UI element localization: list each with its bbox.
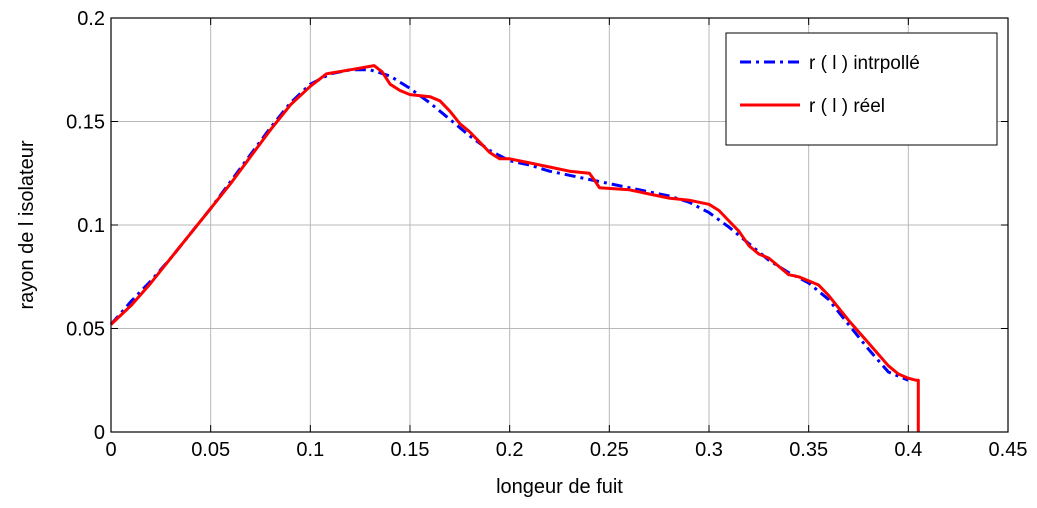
legend: r ( l ) intrpollé r ( l ) réel — [725, 32, 998, 146]
x-tick-label: 0.2 — [496, 439, 524, 461]
x-tick-label: 0 — [105, 439, 116, 461]
x-tick-label: 0.15 — [391, 439, 430, 461]
y-tick-label: 0.05 — [66, 319, 105, 341]
y-tick-label: 0.1 — [77, 215, 105, 237]
x-tick-label: 0.25 — [590, 439, 629, 461]
x-tick-label: 0.35 — [789, 439, 828, 461]
axis-ticks: 0 0.05 0.1 0.15 0.2 0.25 0.3 0.35 0.4 0.45 0 0.05 0.… — [66, 8, 1027, 461]
x-axis-title: longeur de fuit — [496, 476, 623, 498]
x-tick-label: 0.3 — [695, 439, 723, 461]
y-tick-label: 0.15 — [66, 112, 105, 134]
legend-label: r ( l ) intrpollé — [809, 53, 920, 74]
x-tick-label: 0.1 — [296, 439, 324, 461]
y-tick-label: 0.2 — [77, 8, 105, 30]
legend-box — [725, 32, 998, 146]
y-axis-title: rayon de l isolateur — [16, 140, 38, 309]
y-tick-label: 0 — [94, 422, 105, 444]
legend-label: r ( l ) réel — [809, 96, 885, 117]
x-tick-label: 0.45 — [989, 439, 1028, 461]
x-tick-label: 0.05 — [191, 439, 230, 461]
series-line-real — [109, 64, 920, 432]
series-lines — [109, 64, 920, 432]
x-tick-label: 0.4 — [894, 439, 922, 461]
